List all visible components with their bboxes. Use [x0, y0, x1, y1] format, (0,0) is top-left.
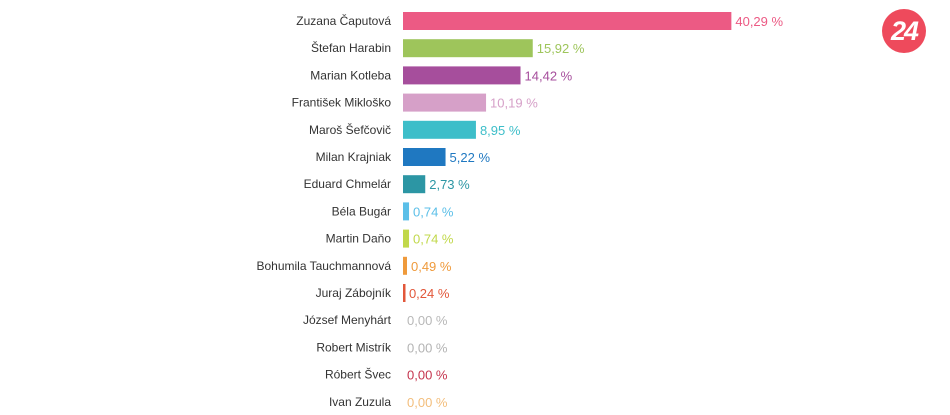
value-label: 0,00 %	[407, 368, 448, 383]
category-label: Marian Kotleba	[310, 68, 391, 82]
bar	[403, 93, 487, 112]
bar	[403, 120, 476, 139]
value-label: 0,49 %	[411, 259, 452, 274]
value-label: 0,24 %	[409, 286, 450, 301]
category-label: József Menyhárt	[303, 313, 392, 327]
brand-logo: 24	[882, 9, 926, 53]
value-label: 5,22 %	[450, 150, 491, 165]
bar	[403, 256, 407, 275]
category-label: Béla Bugár	[332, 204, 391, 218]
bar	[403, 12, 732, 30]
bar	[403, 39, 533, 58]
category-label: Eduard Chmelár	[304, 177, 391, 191]
value-label: 15,92 %	[537, 41, 585, 56]
category-label: František Mikloško	[292, 96, 392, 110]
bar	[403, 148, 446, 166]
value-label: 0,00 %	[407, 395, 448, 410]
category-label: Róbert Švec	[325, 367, 391, 382]
bar	[403, 66, 521, 85]
value-label: 8,95 %	[480, 123, 521, 138]
bar	[403, 229, 410, 248]
value-label: 0,74 %	[413, 232, 454, 247]
category-label: Robert Mistrík	[316, 340, 392, 354]
category-label: Maroš Šefčovič	[309, 122, 391, 137]
brand-logo-text: 24	[890, 15, 919, 46]
category-label: Milan Krajniak	[316, 150, 392, 164]
category-label: Bohumila Tauchmannová	[256, 259, 391, 273]
value-label: 2,73 %	[429, 177, 470, 192]
category-label: Štefan Harabin	[311, 40, 391, 55]
value-label: 14,42 %	[525, 68, 573, 83]
value-label: 40,29 %	[735, 14, 783, 29]
value-label: 0,00 %	[407, 313, 448, 328]
category-label: Juraj Zábojník	[316, 286, 392, 300]
category-label: Zuzana Čaputová	[296, 13, 391, 28]
value-label: 0,74 %	[413, 204, 454, 219]
value-label: 10,19 %	[490, 96, 538, 111]
category-label: Ivan Zuzula	[329, 395, 391, 409]
bar	[403, 202, 410, 221]
bar	[403, 284, 406, 302]
value-label: 0,00 %	[407, 340, 448, 355]
bar	[403, 175, 426, 194]
category-label: Martin Daňo	[326, 232, 392, 246]
